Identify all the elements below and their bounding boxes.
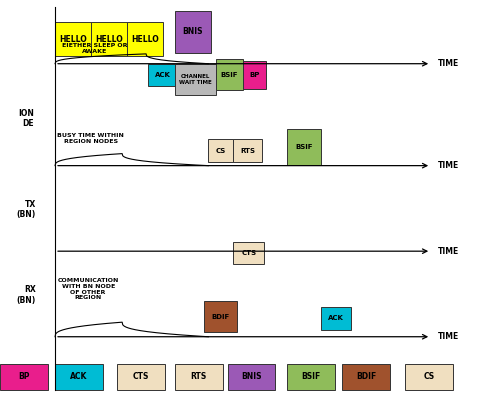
Bar	[216, 59, 243, 90]
Text: COMMUNICATION
WITH BN NODE
OF OTHER
REGION: COMMUNICATION WITH BN NODE OF OTHER REGI…	[57, 278, 119, 300]
Bar	[175, 64, 216, 95]
Bar	[0, 364, 48, 390]
Bar	[287, 364, 335, 390]
Text: TIME: TIME	[438, 161, 459, 170]
Text: CS: CS	[216, 148, 226, 154]
Bar	[342, 364, 390, 390]
Text: TX
(BN): TX (BN)	[17, 200, 36, 219]
Text: RTS: RTS	[191, 372, 207, 381]
Text: CHANNEL
WAIT TIME: CHANNEL WAIT TIME	[179, 74, 212, 85]
Bar	[243, 61, 266, 89]
Bar	[127, 22, 163, 56]
Text: HELLO: HELLO	[131, 34, 159, 44]
Bar	[148, 64, 177, 85]
Bar	[228, 364, 275, 390]
Bar	[233, 139, 262, 162]
Text: BNIS: BNIS	[182, 27, 203, 37]
Text: TIME: TIME	[438, 59, 459, 68]
Text: HELLO: HELLO	[95, 34, 123, 44]
Bar	[175, 11, 211, 53]
Text: BUSY TIME WITHIN
REGION NODES: BUSY TIME WITHIN REGION NODES	[57, 133, 125, 144]
Text: BDIF: BDIF	[211, 313, 229, 320]
Bar	[55, 22, 91, 56]
Text: BNIS: BNIS	[241, 372, 262, 381]
Text: BDIF: BDIF	[356, 372, 376, 381]
Text: BSIF: BSIF	[296, 144, 313, 150]
Text: CTS: CTS	[133, 372, 149, 381]
Text: RX
(BN): RX (BN)	[17, 285, 36, 305]
Bar	[204, 301, 237, 332]
Bar	[91, 22, 127, 56]
Bar	[405, 364, 453, 390]
Text: BP: BP	[250, 72, 260, 78]
Text: HELLO: HELLO	[59, 34, 87, 44]
Bar	[117, 364, 165, 390]
Text: TIME: TIME	[438, 332, 459, 341]
Bar	[208, 139, 233, 162]
Text: ACK: ACK	[328, 315, 344, 321]
Text: EIETHER SLEEP OR
AWAKE: EIETHER SLEEP OR AWAKE	[62, 43, 128, 54]
Bar	[287, 129, 321, 165]
Text: ACK: ACK	[155, 72, 171, 78]
Text: RTS: RTS	[240, 148, 255, 154]
Bar	[55, 364, 103, 390]
Bar	[175, 364, 223, 390]
Bar	[321, 307, 351, 330]
Text: ION
DE: ION DE	[18, 109, 34, 128]
Text: CTS: CTS	[241, 250, 256, 256]
Text: TIME: TIME	[438, 247, 459, 256]
Text: ACK: ACK	[70, 372, 88, 381]
Text: CS: CS	[423, 372, 434, 381]
Text: BP: BP	[18, 372, 30, 381]
Text: BSIF: BSIF	[221, 72, 238, 78]
Bar	[233, 242, 264, 264]
Text: BSIF: BSIF	[302, 372, 321, 381]
